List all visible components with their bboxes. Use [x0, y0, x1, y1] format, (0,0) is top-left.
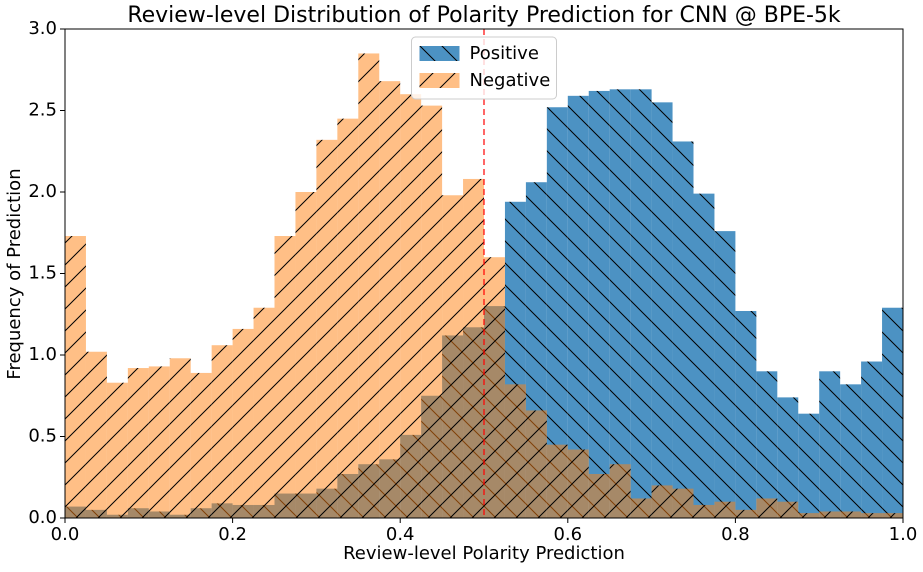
histogram-bar — [861, 513, 883, 518]
y-tick-label: 2.5 — [28, 100, 57, 121]
histogram-bar — [253, 307, 275, 518]
histogram-bar — [232, 328, 254, 518]
histogram-bar — [630, 89, 652, 518]
histogram-bar — [630, 498, 652, 518]
histogram-bar — [693, 504, 715, 518]
histogram-bar — [400, 94, 422, 518]
histogram-bar — [777, 501, 799, 518]
histogram-bar — [65, 236, 86, 518]
x-axis-label: Review-level Polarity Prediction — [343, 543, 625, 564]
histogram-bar — [672, 141, 694, 518]
legend-swatch — [419, 46, 460, 61]
x-tick-label: 0.6 — [553, 524, 582, 545]
histogram-bar — [609, 464, 631, 518]
histogram-bar — [295, 192, 317, 518]
histogram-bar — [567, 95, 589, 518]
histogram-bar — [148, 366, 170, 518]
histogram-bar — [379, 81, 401, 518]
x-tick-label: 0.8 — [721, 524, 750, 545]
histogram-bar — [337, 118, 359, 519]
y-tick-label: 1.5 — [28, 263, 57, 284]
histogram-bar — [211, 345, 233, 518]
histogram-bar — [861, 361, 883, 518]
histogram-bar — [819, 371, 841, 518]
histogram-bar — [504, 384, 526, 518]
y-tick-label: 2.0 — [28, 181, 57, 202]
legend-swatch — [419, 73, 460, 88]
x-tick-label: 0.4 — [386, 524, 415, 545]
histogram-bar — [819, 511, 841, 518]
histogram-bar — [316, 139, 338, 518]
histogram-bar — [882, 513, 903, 518]
y-axis-label: Frequency of Prediction — [4, 168, 25, 379]
histogram-bar — [169, 358, 191, 518]
y-tick-label: 1.0 — [28, 344, 57, 365]
histogram-bar — [421, 105, 443, 519]
histogram-bar — [882, 307, 903, 518]
histogram-bar — [588, 90, 610, 518]
histogram-bar — [714, 501, 736, 518]
histogram-bar — [777, 397, 799, 518]
x-tick-label: 1.0 — [889, 524, 918, 545]
histogram-bar — [567, 449, 589, 518]
histogram-bar — [714, 231, 736, 518]
legend-label: Positive — [470, 43, 539, 64]
histogram-bar — [840, 384, 862, 518]
x-tick-label: 0.2 — [218, 524, 247, 545]
histogram-bar — [546, 444, 568, 518]
histogram-bar — [840, 511, 862, 518]
histogram-bar — [735, 310, 757, 518]
histogram-bar — [442, 195, 464, 518]
histogram-bar — [798, 513, 820, 518]
histogram-bar — [190, 372, 212, 518]
histogram-bar — [127, 368, 149, 518]
histogram-bar — [546, 107, 568, 519]
histogram-bar — [651, 102, 673, 518]
histogram-bar — [756, 498, 778, 518]
y-tick-label: 3.0 — [28, 18, 57, 39]
histogram-bar — [588, 473, 610, 518]
histogram-bar — [484, 257, 505, 518]
histogram-bar — [85, 351, 107, 518]
histogram-bar — [756, 371, 778, 518]
histogram-bar — [672, 488, 694, 518]
histogram-bar — [693, 193, 715, 518]
histogram-bar — [798, 413, 820, 518]
x-tick-label: 0.0 — [51, 524, 80, 545]
y-tick-label: 0.5 — [28, 426, 57, 447]
histogram-bar — [463, 178, 484, 518]
histogram-bar — [651, 485, 673, 518]
histogram-bar — [735, 509, 757, 518]
chart-title: Review-level Distribution of Polarity Pr… — [127, 3, 841, 28]
histogram-bar — [525, 410, 547, 518]
histogram-bar — [274, 236, 296, 518]
histogram-bar — [106, 382, 128, 518]
y-tick-label: 0.0 — [28, 507, 57, 528]
histogram-bar — [609, 89, 631, 518]
legend-label: Negative — [470, 70, 551, 91]
histogram-bar — [358, 53, 380, 518]
